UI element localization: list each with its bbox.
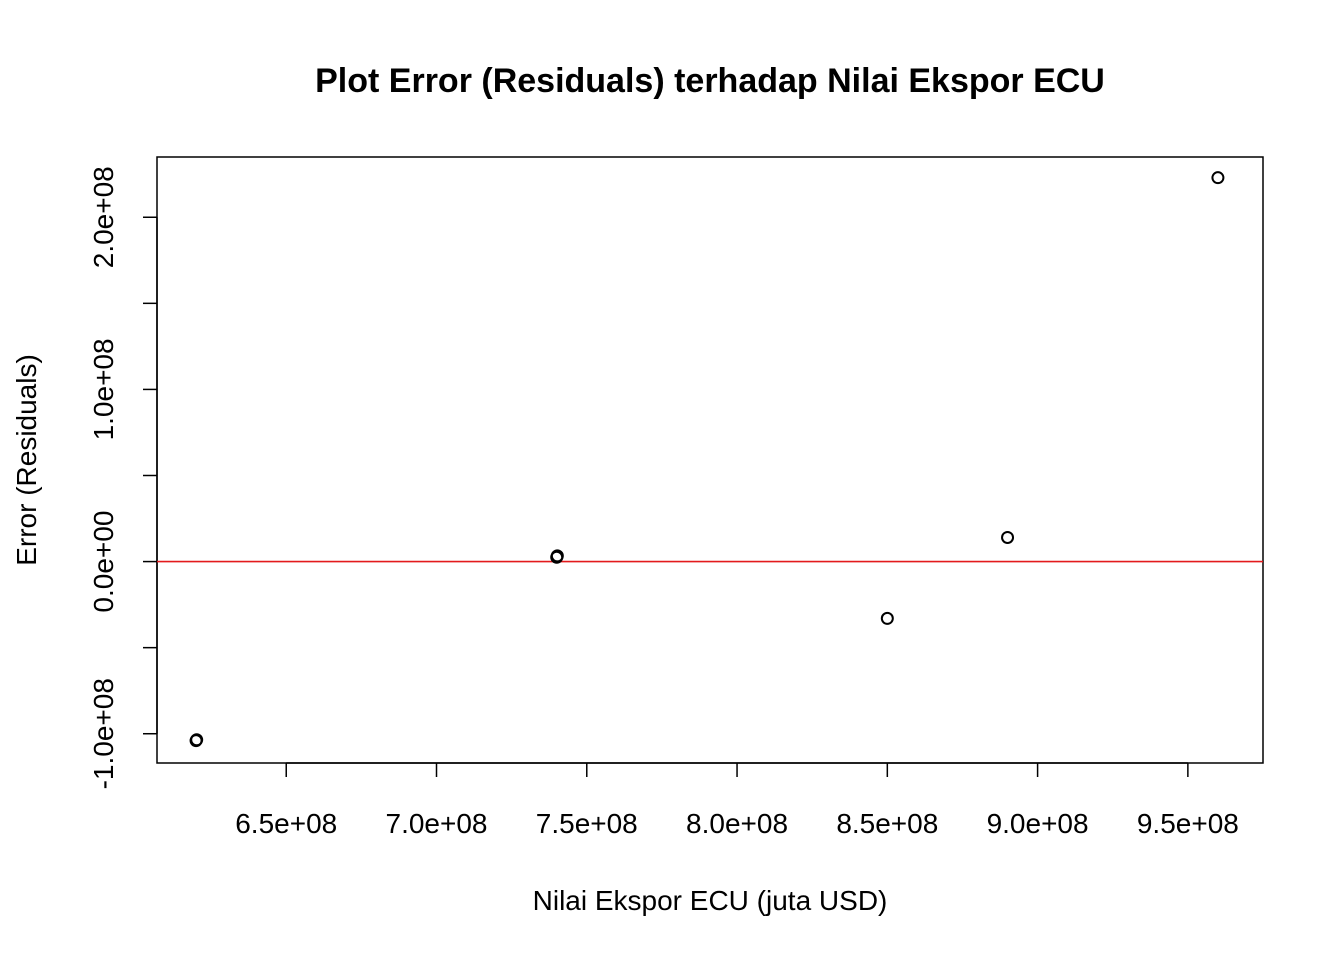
x-tick-label: 7.0e+08 — [386, 808, 488, 839]
x-tick-label: 6.5e+08 — [235, 808, 337, 839]
data-point — [190, 733, 204, 747]
y-axis-label: Error (Residuals) — [11, 354, 42, 566]
x-axis-label: Nilai Ekspor ECU (juta USD) — [533, 885, 888, 916]
x-tick-label: 7.5e+08 — [536, 808, 638, 839]
x-axis: 6.5e+08 7.0e+08 7.5e+08 8.0e+08 8.5e+08 9.0e+… — [235, 762, 1239, 839]
data-points — [189, 171, 1225, 748]
y-tick-label: -1.0e+08 — [88, 678, 119, 789]
data-point — [880, 611, 894, 625]
y-axis: -1.0e+08 0.0e+00 1.0e+08 2.0e+08 — [88, 166, 158, 789]
x-tick-label: 8.5e+08 — [836, 808, 938, 839]
x-tick-label: 9.0e+08 — [987, 808, 1089, 839]
x-tick-label: 9.5e+08 — [1137, 808, 1239, 839]
data-point — [1211, 171, 1225, 185]
x-tick-label: 8.0e+08 — [686, 808, 788, 839]
plot-frame — [156, 156, 1264, 764]
data-point — [550, 549, 564, 563]
data-point — [1001, 530, 1015, 544]
y-tick-label: 2.0e+08 — [88, 166, 119, 268]
y-tick-label: 1.0e+08 — [88, 338, 119, 440]
chart-title: Plot Error (Residuals) terhadap Nilai Ek… — [315, 62, 1105, 100]
y-tick-label: 0.0e+00 — [88, 511, 119, 613]
